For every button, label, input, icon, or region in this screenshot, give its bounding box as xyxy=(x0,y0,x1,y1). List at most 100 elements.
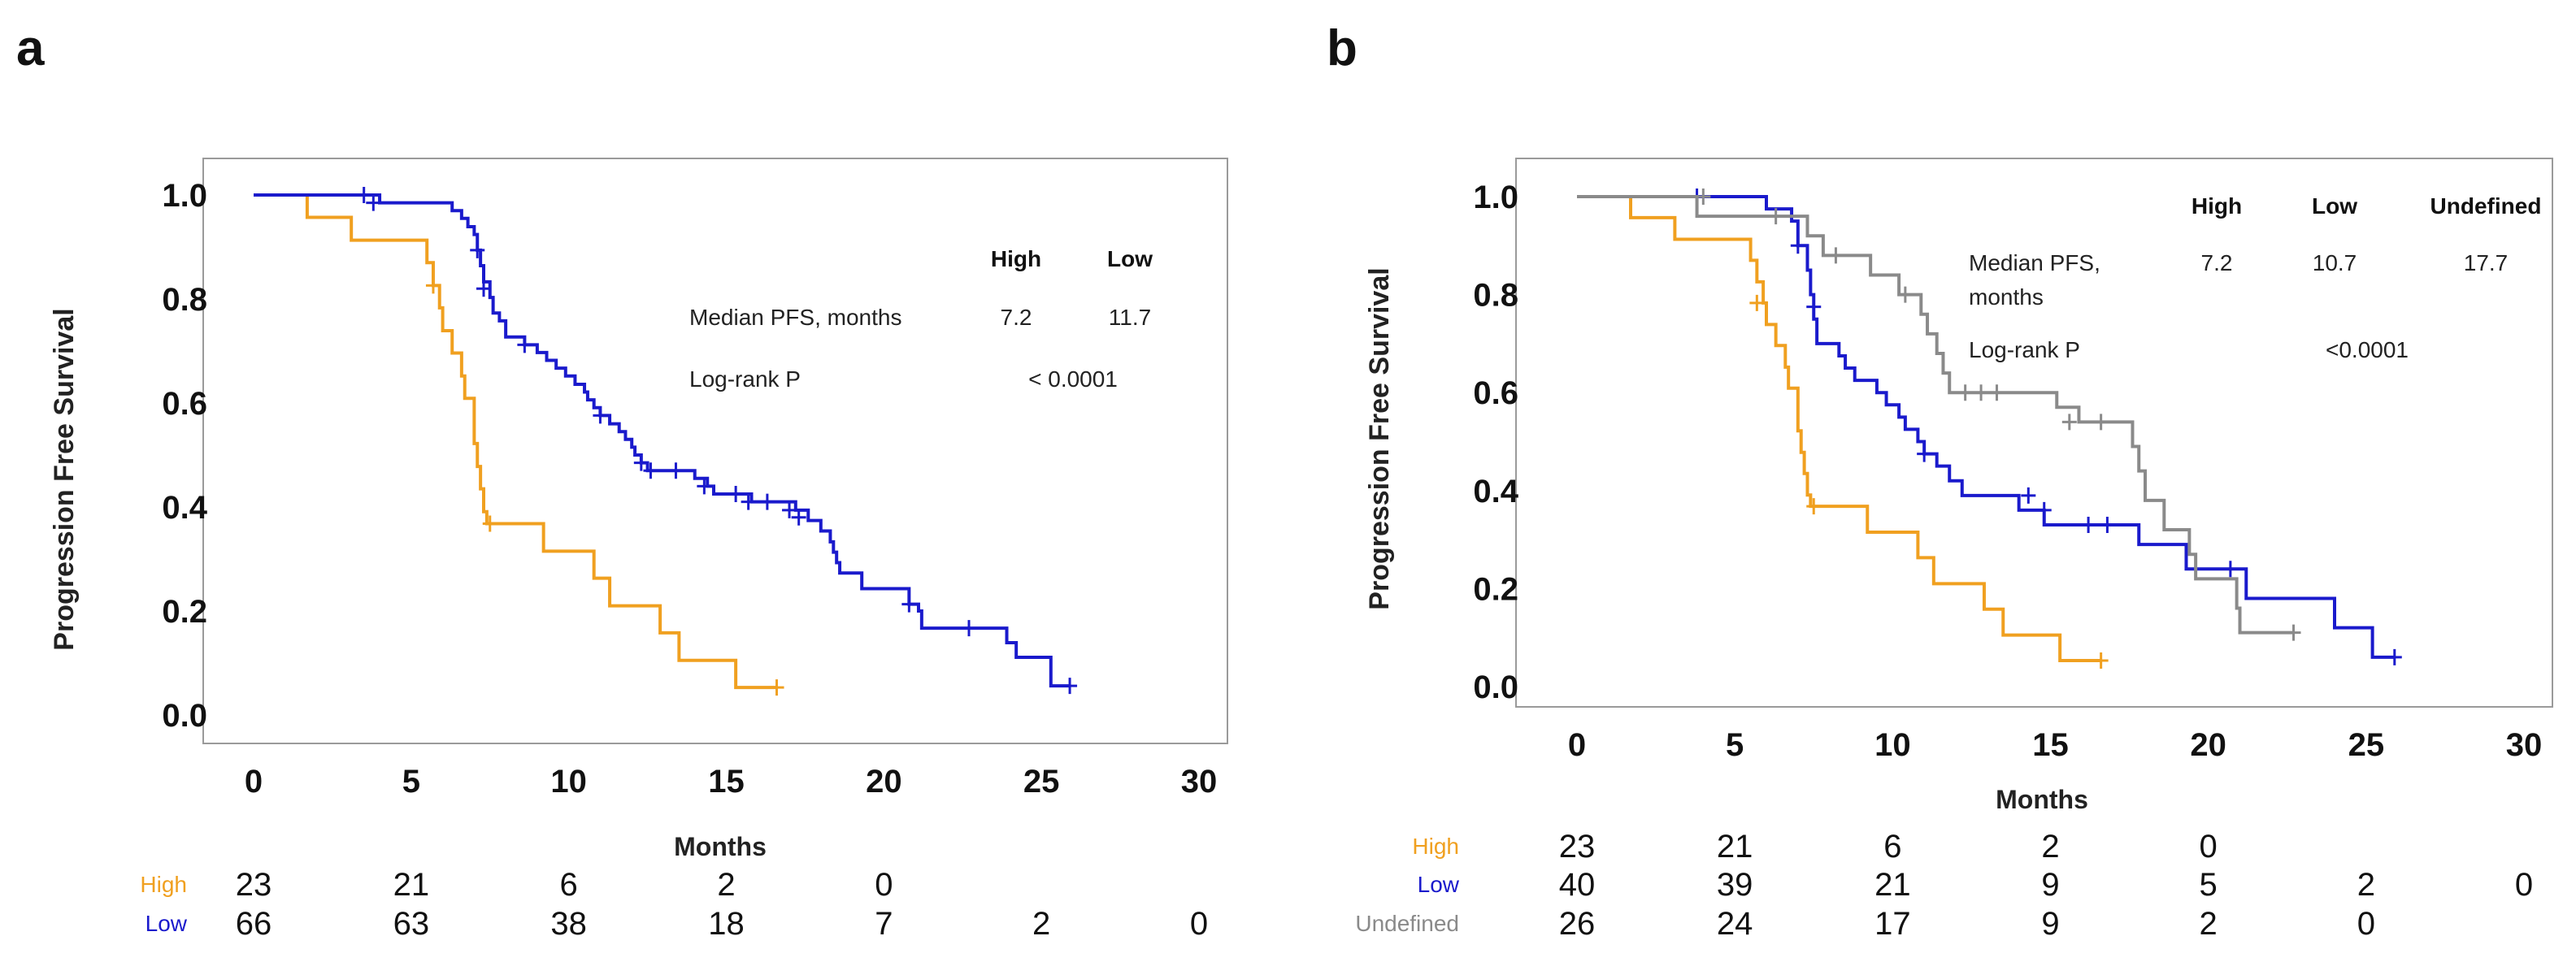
panel-b-censor-mark-low xyxy=(2387,648,2402,665)
panel-b-risk-label-high: High xyxy=(1412,834,1459,859)
panel-a-risk-count-high: 21 xyxy=(393,867,430,903)
panel-b-risk-count-high: 2 xyxy=(2041,829,2059,864)
panel-a-curve-low xyxy=(254,193,1071,688)
panel-a-risk-count-high: 2 xyxy=(717,867,735,903)
panel-b-y-tick-label: 0.6 xyxy=(1473,375,1518,411)
panel-b-risk-count-low: 5 xyxy=(2200,867,2218,903)
panel-a-censor-mark-low xyxy=(962,620,976,637)
panel-b-p-value: <0.0001 xyxy=(2326,337,2409,362)
panel-b-median-label-2: months xyxy=(1969,284,2044,310)
panel-b-label: b xyxy=(1327,20,1358,76)
panel-b-censor-mark-high xyxy=(1749,294,1765,311)
panel-b-plot-frame xyxy=(1515,158,2553,708)
panel-a-risk-label-high: High xyxy=(140,872,187,897)
panel-a-censor-mark-low xyxy=(593,407,608,424)
panel-a-plot: 0.0 0.2 0.4 0.6 0.8 1.0 0 5 10 15 20 25 30 xyxy=(162,158,1228,800)
panel-b-risk-count-low: 40 xyxy=(1559,867,1596,903)
panel-b-x-tick-label: 25 xyxy=(2348,727,2385,763)
panel-b-x-tick-label: 15 xyxy=(2032,727,2069,763)
panel-a-x-tick-label: 5 xyxy=(402,764,420,800)
panel-b-censor-mark-undefined xyxy=(1828,247,1844,264)
panel-a-risk-count-high: 23 xyxy=(236,867,272,903)
panel-a-y-tick-label: 0.6 xyxy=(162,386,207,422)
panel-b-risk-label-undefined: Undefined xyxy=(1355,911,1459,936)
panel-b-risk-count-undefined: 2 xyxy=(2200,906,2218,942)
panel-b-risk-count-low: 2 xyxy=(2357,867,2375,903)
panel-a-x-tick-label: 25 xyxy=(1023,764,1060,800)
panel-b-censor-mark-undefined xyxy=(1957,384,1973,401)
panel-a-censor-mark-low xyxy=(728,486,744,502)
panel-b-plot: 0.0 0.2 0.4 0.6 0.8 1.0 0 5 10 15 20 25 30 xyxy=(1473,158,2553,763)
panel-a-plot-frame xyxy=(202,158,1228,744)
panel-a-risk-count-low: 66 xyxy=(236,906,272,942)
panel-b-risk-count-undefined: 17 xyxy=(1874,906,1911,942)
panel-b-y-axis-label: Progression Free Survival xyxy=(1364,267,1395,609)
panel-b-censor-mark-undefined xyxy=(1768,208,1783,225)
panel-b-stats-header-high: High xyxy=(2192,193,2242,219)
panel-b-risk-count-high: 21 xyxy=(1717,829,1753,864)
panel-b-risk-count-high: 6 xyxy=(1883,829,1901,864)
panel-a-stats-box: High Low Median PFS, months 7.2 11.7 Log… xyxy=(689,246,1153,392)
panel-b-x-tick-label: 0 xyxy=(1568,727,1586,763)
panel-b-censor-mark-undefined xyxy=(1989,384,2005,401)
panel-a-censor-mark-low xyxy=(356,187,371,203)
panel-b-risk-count-high: 23 xyxy=(1559,829,1596,864)
panel-a-censor-mark-high xyxy=(769,679,784,696)
panel-a-x-axis-label: Months xyxy=(674,832,767,861)
panel-b-x-tick-label: 20 xyxy=(2190,727,2226,763)
panel-a-median-high: 7.2 xyxy=(1001,305,1032,330)
panel-b-censor-mark-low xyxy=(2081,517,2096,534)
panel-a-censor-mark-low xyxy=(1062,678,1078,695)
panel-b-censor-mark-undefined xyxy=(1696,188,1711,205)
panel-b-censor-mark-undefined xyxy=(2286,624,2301,641)
panel-b-y-tick-label: 0.0 xyxy=(1473,670,1518,705)
panel-a-censor-mark-low xyxy=(791,509,806,526)
panel-b-risk-count-high: 0 xyxy=(2200,829,2218,864)
panel-b-y-tick-label: 0.4 xyxy=(1473,474,1518,509)
panel-b-censor-mark-low xyxy=(1917,445,1932,462)
panel-a-censor-mark-low xyxy=(697,478,712,495)
panel-b-x-tick-label: 30 xyxy=(2506,727,2543,763)
panel-b-risk-count-low: 0 xyxy=(2515,867,2533,903)
panel-b-stats-header-undefined: Undefined xyxy=(2430,193,2542,219)
panel-a-stats-header-high: High xyxy=(991,246,1041,271)
panel-a-y-axis-label: Progression Free Survival xyxy=(49,308,80,650)
panel-a-censor-mark-high xyxy=(482,515,497,532)
panel-b-censor-mark-high xyxy=(1806,498,1822,515)
panel-b-median-high: 7.2 xyxy=(2201,250,2233,275)
panel-a-risk-table: High 23 21 6 2 0 Low 66 63 38 18 7 2 0 xyxy=(140,867,1208,942)
panel-a-censor-mark-low xyxy=(741,493,756,510)
panel-b-risk-count-undefined: 0 xyxy=(2357,906,2375,942)
panel-b-censor-mark-low xyxy=(1806,298,1822,315)
panel-a-censor-mark-low xyxy=(759,493,775,510)
panel-b-x-axis-label: Months xyxy=(1996,785,2088,814)
panel-a-curve-high xyxy=(254,193,777,690)
panel-b-risk-count-undefined: 24 xyxy=(1717,906,1753,942)
panel-b-censor-mark-low xyxy=(2100,517,2115,534)
panel-b-risk-count-undefined: 9 xyxy=(2041,906,2059,942)
panel-b-risk-count-low: 39 xyxy=(1717,867,1753,903)
panel-b-curve-high xyxy=(1577,195,2101,663)
panel-b-censor-mark-undefined xyxy=(1897,286,1913,303)
panel-b-censor-mark-low xyxy=(2021,487,2036,504)
panel-a-stats-header-low: Low xyxy=(1107,246,1153,271)
panel-b-censor-mark-undefined xyxy=(1974,384,1989,401)
panel-b-censor-mark-undefined xyxy=(2061,414,2077,431)
panel-b-censor-mark-low xyxy=(2036,501,2052,518)
panel-b-stats-header-low: Low xyxy=(2312,193,2357,219)
panel-b-x-tick-label: 5 xyxy=(1726,727,1744,763)
panel-b-stats-box: High Low Undefined Median PFS, months 7.… xyxy=(1969,193,2541,362)
panel-a: a Progression Free Survival 0.0 0.2 0.4 0.6… xyxy=(16,20,1228,942)
panel-a-risk-count-high: 6 xyxy=(560,867,578,903)
panel-b-x-tick-label: 10 xyxy=(1874,727,1911,763)
panel-a-censor-mark-low xyxy=(470,241,485,258)
panel-b-censor-mark-low xyxy=(2222,561,2238,578)
panel-a-x-tick-label: 10 xyxy=(550,764,587,800)
panel-a-x-tick-label: 20 xyxy=(866,764,902,800)
panel-a-censor-mark-low xyxy=(476,280,491,297)
panel-a-y-tick-label: 0.0 xyxy=(162,698,207,734)
panel-a-p-value: < 0.0001 xyxy=(1028,366,1118,392)
panel-a-x-tick-label: 15 xyxy=(708,764,745,800)
panel-b-p-label: Log-rank P xyxy=(1969,337,2080,362)
